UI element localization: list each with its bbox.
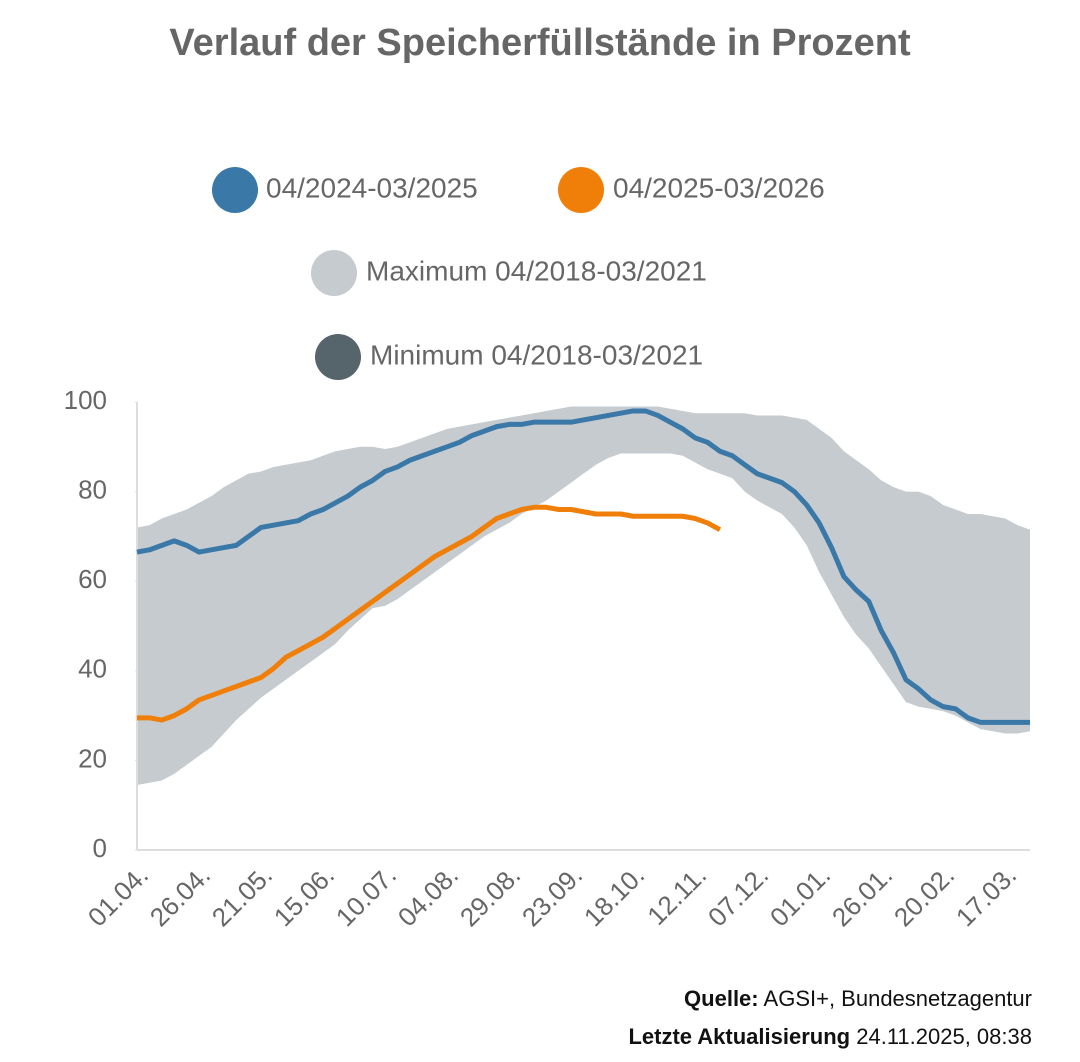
range-band [137,406,1030,786]
x-tick-label: 12.11. [641,860,712,931]
updated-text: 24.11.2025, 08:38 [856,1024,1032,1049]
x-tick-label: 21.05. [206,860,278,932]
series-line [136,408,1030,725]
x-tick-label: 18.10. [578,860,650,932]
y-tick-label: 0 [93,833,107,863]
y-tick-label: 60 [78,564,107,594]
x-tick-label: 01.01. [764,860,836,932]
x-tick-label: 17.03. [950,860,1022,932]
x-tick-label: 04.08. [392,860,464,932]
x-tick-label: 01.04. [82,860,154,932]
legend-swatch [315,334,361,380]
legend-label: Maximum 04/2018-03/2021 [366,255,707,286]
chart-title: Verlauf der Speicherfüllstände in Prozen… [169,22,911,64]
legend-label: 04/2024-03/2025 [266,172,478,203]
source: Quelle: AGSI+, Bundesnetzagentur [684,986,1032,1011]
x-tick-label: 07.12. [702,860,774,932]
y-tick-label: 20 [78,743,107,773]
x-tick-label: 15.06. [268,860,340,932]
legend-swatch [311,250,357,296]
x-tick-label: 20.02. [888,860,960,932]
x-tick-label: 29.08. [454,860,526,932]
x-tick-label: 26.04. [144,860,216,932]
series-line [137,504,722,723]
legend-swatch [212,167,258,213]
legend-label: 04/2025-03/2026 [613,172,825,203]
y-tick-label: 80 [78,474,107,504]
legend-label: Minimum 04/2018-03/2021 [370,339,703,370]
x-tick-label: 10.07. [330,860,402,932]
y-tick-label: 100 [64,385,107,415]
updated: Letzte Aktualisierung 24.11.2025, 08:38 [628,1024,1032,1049]
x-tick-label: 23.09. [516,860,588,932]
source-label: Quelle: [684,986,759,1011]
legend-swatch [558,167,604,213]
y-tick-label: 40 [78,654,107,684]
updated-label: Letzte Aktualisierung [628,1024,850,1049]
x-tick-label: 26.01. [826,860,898,932]
source-text: AGSI+, Bundesnetzagentur [764,986,1032,1011]
